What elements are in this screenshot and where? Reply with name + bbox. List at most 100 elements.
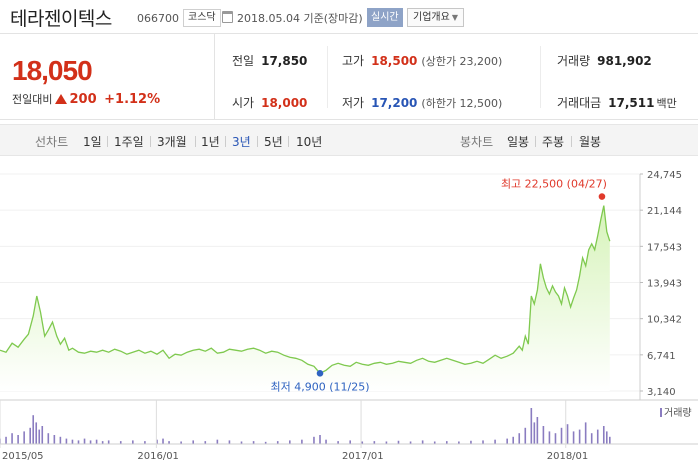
period-10y[interactable]: 10년 (296, 135, 323, 149)
x-tick-label: 2017/01 (342, 451, 384, 462)
volume-bar (101, 441, 104, 444)
change-value: 200 (69, 92, 97, 107)
x-tick-labels: 2015/05 2016/01 2017/01 2018/01 (0, 400, 588, 462)
company-overview-button[interactable]: 기업개요 ▼ (407, 8, 464, 27)
y-tick-label: 13,943 (647, 279, 682, 290)
y-tick-label: 6,741 (647, 351, 676, 362)
volume-bar (512, 436, 515, 444)
separator (150, 136, 151, 147)
volume-bar (518, 433, 521, 444)
quote-basis: 기준(장마감) (303, 12, 363, 25)
volume-bar (301, 439, 303, 444)
period-1w[interactable]: 1주일 (114, 135, 144, 149)
volume-bar (560, 427, 563, 444)
y-tick-label: 10,342 (647, 315, 682, 326)
separator (571, 136, 572, 147)
volume-bar (65, 438, 68, 444)
volume-bar (385, 441, 388, 444)
volume-bar (433, 441, 436, 444)
lower-limit: (하한가 12,500) (421, 97, 503, 110)
open-label: 시가 (232, 96, 255, 110)
candle-chart-label: 봉차트 (460, 135, 494, 149)
change-row: 전일대비 200 +1.12% (12, 91, 160, 107)
volume-bar (95, 439, 98, 444)
volume-bar (107, 440, 110, 444)
volume-bar (276, 441, 279, 444)
volume-bar (47, 433, 50, 444)
stock-name: 테라젠이텍스 (10, 8, 112, 30)
period-1y[interactable]: 1년 (201, 135, 220, 149)
up-triangle-icon (55, 94, 68, 104)
volume-bar (397, 440, 400, 444)
volume-bar (482, 440, 484, 444)
volume-bar (41, 426, 44, 444)
stock-code: 066700 (137, 12, 179, 25)
candle-daily[interactable]: 일봉 (507, 135, 530, 149)
y-tick-label: 24,745 (647, 170, 682, 181)
low-cell: 저가 17,200 (하한가 12,500) (342, 94, 502, 111)
volume-bar (204, 441, 207, 444)
quote-panel: 18,050 전일대비 200 +1.12% 전일 17,850 시가 18,000 … (0, 34, 698, 120)
volume-bar (602, 426, 605, 444)
period-3y[interactable]: 3년 (232, 135, 251, 149)
volume-bar (524, 427, 527, 444)
price-chart: 24,745 21,144 17,543 13,943 10,342 6,741 3,140… (0, 170, 698, 462)
volume-bar (548, 431, 551, 444)
volume-bar (373, 441, 376, 444)
volume-bar (216, 439, 219, 444)
stock-header: 테라젠이텍스 066700 코스닥 2018.05.04 기준(장마감) 실시간… (0, 0, 698, 34)
volume-bar (32, 415, 35, 444)
candle-weekly[interactable]: 주봉 (542, 135, 565, 149)
upper-limit: (상한가 23,200) (421, 55, 503, 68)
volume-bar (240, 441, 243, 444)
volume-bar (325, 439, 327, 444)
separator (288, 136, 289, 147)
period-1d[interactable]: 1일 (83, 135, 102, 149)
period-selector: 선차트 1일 1주일 3개월 1년 3년 5년 10년 봉차트 일봉 주봉 월봉 (0, 124, 698, 156)
amount-unit: 백만 (656, 97, 677, 110)
calendar-icon (222, 11, 233, 23)
open-value: 18,000 (261, 96, 308, 110)
volume-bar (596, 429, 599, 444)
volume-bar (35, 422, 38, 444)
volume-bar (530, 408, 533, 444)
volume-bar (554, 433, 557, 444)
separator (257, 136, 258, 147)
line-chart-label: 선차트 (35, 135, 69, 149)
separator (225, 136, 226, 147)
volume-bar (5, 436, 7, 444)
high-label: 고가 (342, 54, 365, 68)
volume-bar (156, 439, 158, 444)
volume-bar (53, 435, 56, 444)
volume-bar (83, 438, 86, 444)
prev-close-cell: 전일 17,850 (232, 52, 307, 69)
high-cell: 고가 18,500 (상한가 23,200) (342, 52, 502, 69)
volume-bar (192, 440, 195, 444)
y-tick-labels: 24,745 21,144 17,543 13,943 10,342 6,741 3,140 (640, 170, 682, 398)
volume-cell: 거래량 981,902 (557, 52, 652, 69)
volume-value: 981,902 (597, 54, 652, 68)
period-3m[interactable]: 3개월 (157, 135, 187, 149)
x-tick-label: 2018/01 (547, 451, 589, 462)
prev-close-label: 전일 (232, 54, 255, 68)
divider (327, 46, 328, 108)
low-annotation: 최저 4,900 (11/25) (270, 380, 369, 393)
volume-bar (494, 439, 496, 444)
volume-bar (228, 440, 231, 444)
volume-bar (445, 441, 448, 444)
candle-monthly[interactable]: 월봉 (579, 135, 602, 149)
quote-date: 2018.05.04 (237, 12, 300, 25)
realtime-button[interactable]: 실시간 (367, 8, 403, 27)
volume-bar (144, 441, 146, 444)
y-tick-label: 17,543 (647, 242, 682, 253)
price-area (0, 205, 610, 391)
price-line (0, 205, 611, 375)
volume-bar (17, 435, 19, 444)
current-price: 18,050 (12, 55, 93, 86)
period-5y[interactable]: 5년 (264, 135, 283, 149)
amount-cell: 거래대금 17,511 백만 (557, 94, 677, 111)
volume-bar (584, 422, 587, 444)
divider (540, 46, 541, 108)
volume-bar (536, 417, 539, 444)
volume-bar (542, 426, 545, 444)
